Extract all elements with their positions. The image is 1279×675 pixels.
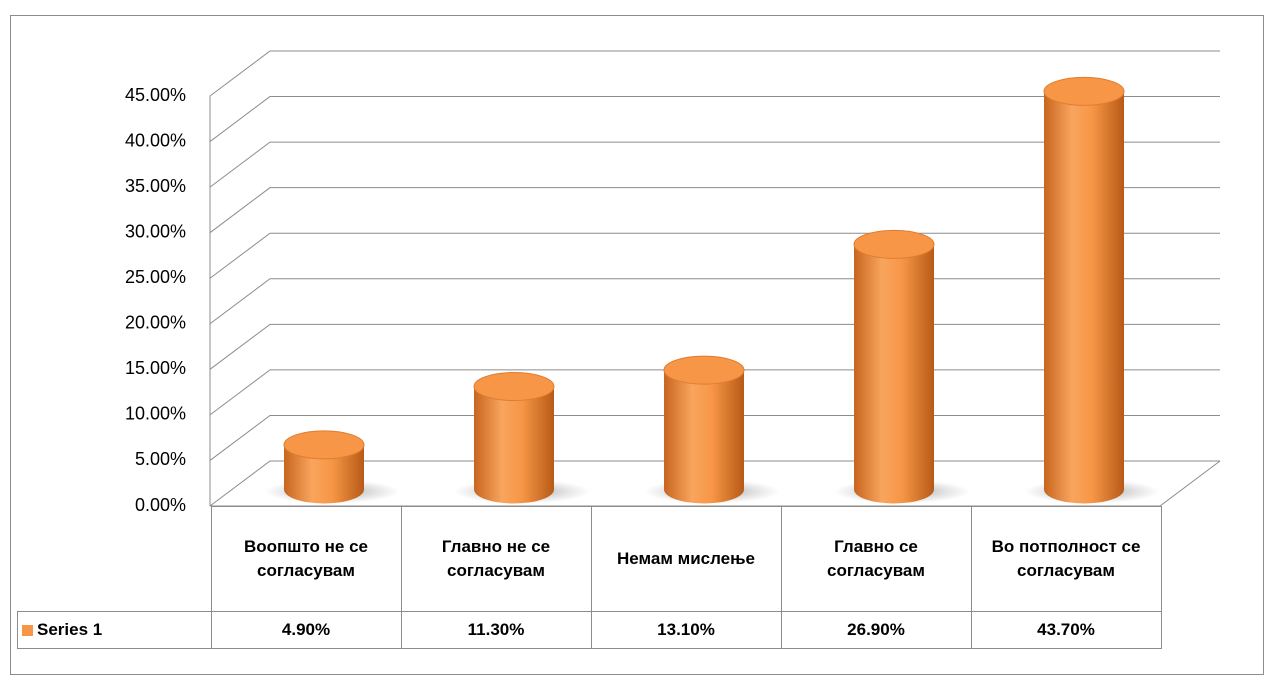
grid-line — [209, 96, 1220, 142]
cylinder-body — [474, 386, 554, 504]
value-label: 43.70% — [970, 611, 1162, 649]
cylinder-top — [283, 430, 365, 460]
legend-cell: Series 1 — [17, 611, 212, 649]
y-tick-label: 5.00% — [135, 449, 186, 469]
value-label: 13.10% — [590, 611, 782, 649]
cylinder — [834, 229, 970, 504]
category-label: Немам мислење — [590, 506, 782, 612]
cylinder-body — [1044, 91, 1124, 504]
cylinder-top — [663, 355, 745, 385]
y-tick-label: 15.00% — [125, 358, 186, 378]
corner-cell — [17, 506, 212, 612]
legend-swatch — [22, 625, 33, 637]
category-row: Воопшто не се согласувам Главно не се сог… — [17, 506, 1162, 612]
data-table: Воопшто не се согласувам Главно не се сог… — [17, 506, 1162, 649]
y-tick-label: 30.00% — [125, 221, 186, 241]
y-tick-label: 35.00% — [125, 176, 186, 196]
cylinder-top — [853, 229, 935, 259]
cylinder-body — [284, 444, 364, 504]
value-row: Series 1 4.90% 11.30% 13.10% 26.90% 43.70% — [17, 611, 1162, 649]
cylinder — [1024, 76, 1160, 504]
category-label: Воопшто не се согласувам — [210, 506, 402, 612]
page: {"chart_data": {"type": "bar", "categori… — [10, 15, 1264, 675]
cylinder-top — [473, 372, 555, 402]
grid-line — [209, 141, 1220, 188]
value-label: 4.90% — [210, 611, 402, 649]
y-tick-label: 45.00% — [125, 85, 186, 105]
chart: 0.00%5.00%10.00%15.00%20.00%25.00%30.00%… — [125, 50, 1221, 515]
category-label: Главно се согласувам — [780, 506, 972, 612]
y-tick-label: 40.00% — [125, 130, 186, 150]
grid-line — [209, 50, 1220, 97]
value-label: 11.30% — [400, 611, 592, 649]
cylinder — [264, 430, 400, 504]
cylinder-body — [854, 244, 934, 504]
legend-label: Series 1 — [37, 620, 103, 639]
cylinder — [644, 355, 780, 504]
cylinder-top — [1043, 76, 1125, 106]
y-tick-label: 10.00% — [125, 404, 186, 424]
y-tick-label: 25.00% — [125, 267, 186, 287]
value-label: 26.90% — [780, 611, 972, 649]
cylinder — [454, 372, 590, 504]
category-label: Главно не се согласувам — [400, 506, 592, 612]
category-label: Во потполност се согласувам — [970, 506, 1162, 612]
y-tick-label: 20.00% — [125, 313, 186, 333]
cylinder-body — [664, 370, 744, 504]
grid-line — [209, 187, 1220, 234]
